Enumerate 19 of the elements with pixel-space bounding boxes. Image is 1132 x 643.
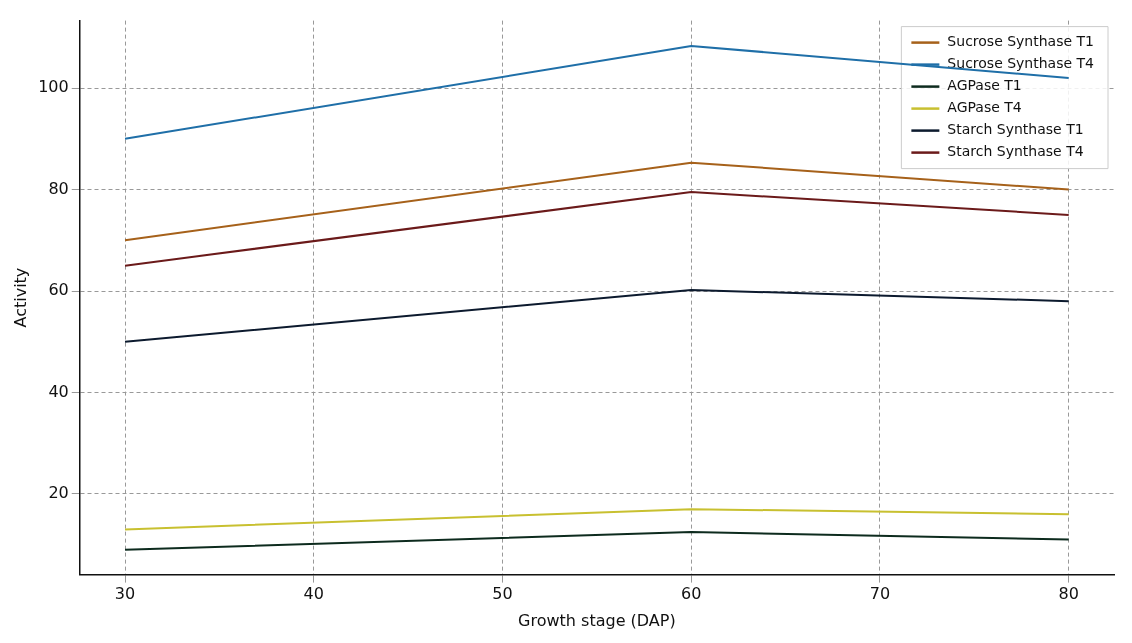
legend-label: Sucrose Synthase T1 [947,33,1095,50]
legend-label: AGPase T1 [947,77,1022,94]
x-tick-label: 30 [114,584,136,604]
y-axis-title: Activity [10,267,30,328]
y-tick-label: 60 [48,280,69,300]
legend-label: AGPase T4 [947,99,1022,116]
y-tick-label: 100 [38,77,69,97]
x-tick-label: 80 [1058,584,1079,604]
x-tick-label: 60 [681,584,702,604]
x-tick-label: 70 [869,584,891,604]
x-tick-label: 50 [492,584,513,604]
x-axis-title: Growth stage (DAP) [518,610,676,630]
legend-label: Starch Synthase T4 [947,143,1084,160]
legend-label: Sucrose Synthase T4 [947,55,1095,72]
legend-label: Starch Synthase T1 [947,121,1084,138]
x-tick-label: 40 [303,584,324,604]
y-tick-label: 20 [48,483,69,503]
y-tick-label: 80 [48,178,69,198]
y-tick-label: 40 [48,381,69,401]
